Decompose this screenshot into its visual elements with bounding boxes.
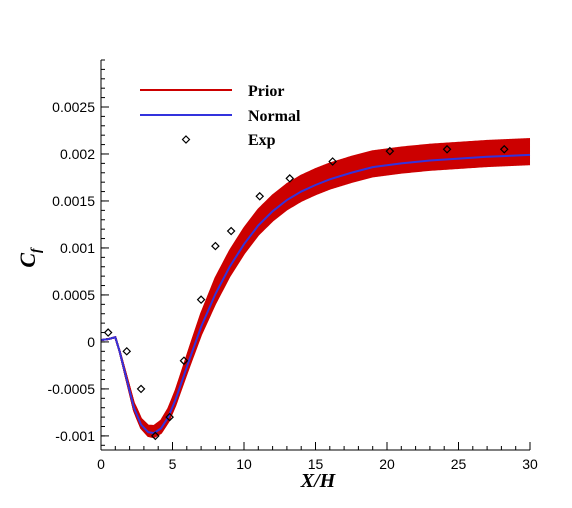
prior-band [100,138,531,439]
x-tick-label: 25 [451,456,467,472]
normal-line [100,153,531,435]
exp-point [255,191,265,201]
legend-label-exp: Exp [248,132,276,149]
exp-point [165,412,174,422]
exp-point [285,174,295,183]
x-tick-label: 5 [169,456,177,472]
x-tick-label: 15 [308,456,324,472]
prior-curve [100,155,531,435]
y-tick-label: 0.0025 [52,99,95,115]
exp-point [499,144,509,154]
y-ticks: -0.001 -0.0005 0 0.0005 0.001 0.0015 0.002 0.00… [48,59,109,446]
legend-label-normal: Normal [248,108,301,125]
exp-point [179,356,189,366]
y-tick-label: 0.0005 [52,287,95,303]
x-axis-title: X/H [300,470,337,492]
prior-curve [100,154,531,435]
x-tick-label: 0 [97,456,105,472]
exp-point [103,328,113,337]
exp-point [328,157,338,166]
prior-curve [100,162,531,438]
prior-curve [100,159,531,437]
prior-curve [100,156,531,436]
x-tick-label: 10 [236,456,252,472]
prior-curve [100,163,531,439]
legend-swatch-exp [181,135,191,144]
prior-curve [100,157,531,436]
exp-point [442,144,452,154]
exp-point [136,384,146,394]
y-tick-label: -0.0005 [48,381,96,397]
exp-point [150,431,160,441]
exp-point [122,346,132,356]
axes [100,60,530,451]
exp-series [103,144,509,441]
prior-curve [100,161,531,438]
x-tick-label: 30 [522,456,538,472]
exp-point [211,241,220,251]
exp-point [196,295,206,304]
y-tick-label: 0 [87,334,95,350]
exp-point [385,146,395,156]
prior-curve [100,160,531,437]
x-ticks: 0 5 10 15 20 25 30 [97,442,538,472]
y-tick-label: -0.001 [55,428,95,444]
y-axis-title: Cf [15,247,44,268]
y-tick-label: 0.0015 [52,193,95,209]
y-tick-label: 0.002 [60,146,95,162]
prior-curve [100,153,531,434]
exp-point [226,226,236,236]
legend: Prior Normal Exp [140,83,301,149]
legend-label-prior: Prior [248,83,284,100]
y-tick-label: 0.001 [60,240,95,256]
x-tick-label: 20 [379,456,395,472]
normal-series [100,153,531,435]
prior-curve [100,138,531,427]
